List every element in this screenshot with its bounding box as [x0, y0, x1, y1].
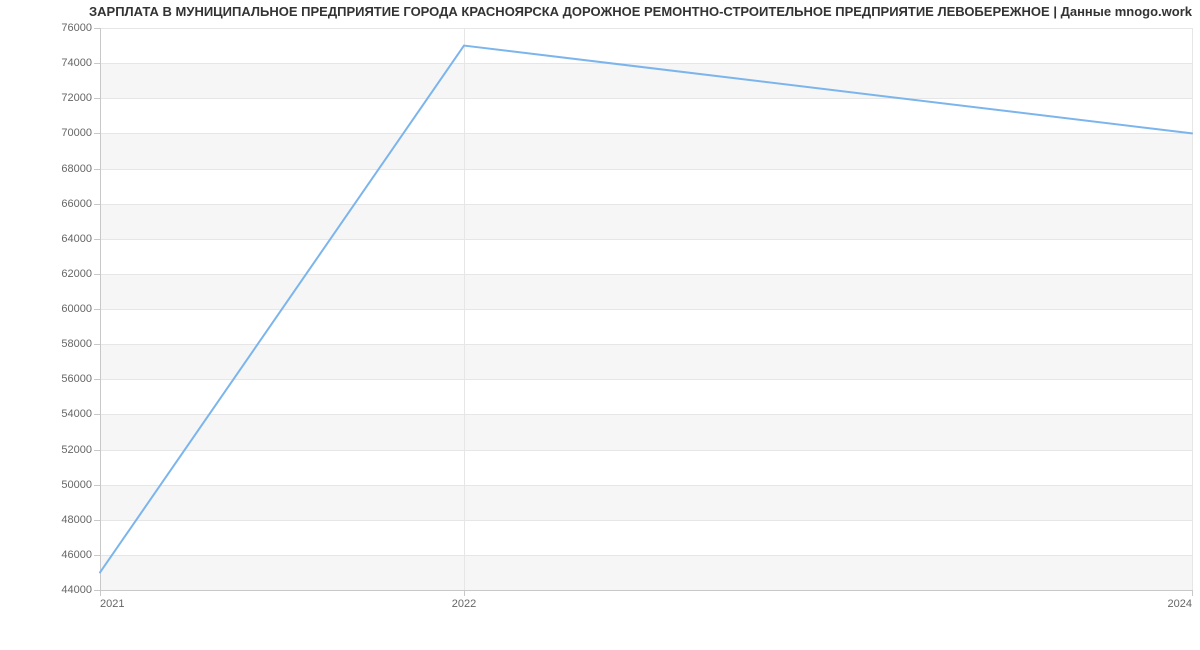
y-tick-label: 56000	[61, 373, 100, 385]
x-tick-label: 2022	[452, 590, 476, 610]
y-tick-label: 50000	[61, 479, 100, 491]
y-tick-label: 52000	[61, 444, 100, 456]
y-tick-label: 74000	[61, 57, 100, 69]
x-tick-mark	[1192, 590, 1193, 596]
y-tick-label: 64000	[61, 233, 100, 245]
y-tick-label: 68000	[61, 163, 100, 175]
y-tick-label: 60000	[61, 303, 100, 315]
series-line	[100, 28, 1192, 590]
y-tick-label: 70000	[61, 127, 100, 139]
y-tick-label: 46000	[61, 549, 100, 561]
y-tick-label: 48000	[61, 514, 100, 526]
y-tick-label: 72000	[61, 92, 100, 104]
y-tick-label: 76000	[61, 22, 100, 34]
plot-area: 4400046000480005000052000540005600058000…	[100, 28, 1192, 590]
y-tick-label: 58000	[61, 338, 100, 350]
y-tick-label: 54000	[61, 408, 100, 420]
chart-title: ЗАРПЛАТА В МУНИЦИПАЛЬНОЕ ПРЕДПРИЯТИЕ ГОР…	[0, 4, 1200, 19]
y-tick-label: 66000	[61, 198, 100, 210]
x-tick-label: 2024	[1168, 590, 1192, 610]
x-axis	[100, 590, 1192, 591]
y-tick-label: 44000	[61, 584, 100, 596]
x-gridline	[1192, 28, 1193, 590]
y-tick-label: 62000	[61, 268, 100, 280]
x-tick-label: 2021	[100, 590, 124, 610]
